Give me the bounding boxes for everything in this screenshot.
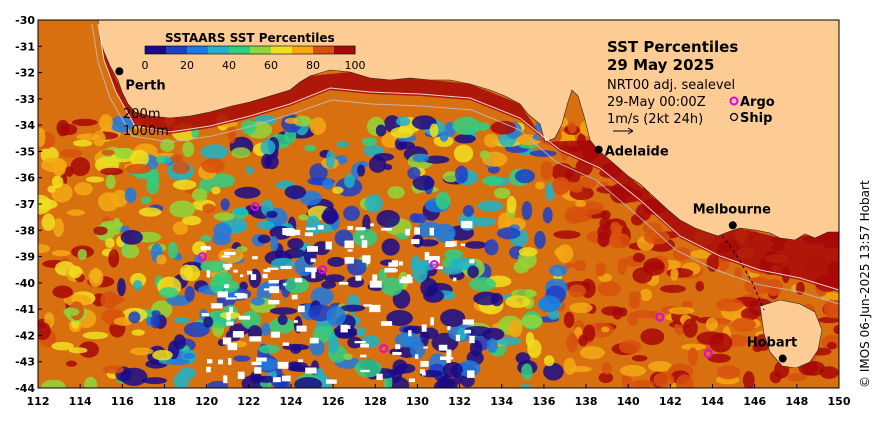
ship-track (721, 235, 765, 311)
longitude-tick-label: 132 (448, 395, 471, 408)
city-marker (115, 67, 124, 76)
argo-float-marker (379, 344, 389, 354)
product-name: NRT00 adj. sealevel (607, 78, 735, 93)
map-title: SST Percentiles (607, 38, 738, 56)
contour-1000m-label: 1000m (123, 124, 169, 139)
longitude-tick-label: 126 (322, 395, 345, 408)
longitude-tick-label: 140 (617, 395, 640, 408)
latitude-tick-label: -34 (15, 119, 35, 132)
latitude-tick-label: -33 (15, 93, 35, 106)
city-marker (594, 145, 603, 154)
latitude-tick-label: -38 (15, 224, 35, 237)
colorbar-title: SSTAARS SST Percentiles (165, 31, 335, 45)
longitude-tick-label: 118 (153, 395, 176, 408)
latitude-axis: -30 -31 -32 -33 -34 -35 -36 -37 -38 -39 -40 -41 -42 -… (15, 14, 42, 395)
longitude-tick-label: 148 (785, 395, 808, 408)
latitude-tick-label: -36 (15, 172, 35, 185)
longitude-tick-label: 146 (743, 395, 766, 408)
colorbar-swatch (334, 46, 356, 54)
colorbar-tick-label: 20 (180, 59, 194, 72)
city-label: Melbourne (693, 202, 771, 217)
ship-legend-icon (729, 112, 739, 122)
colorbar-tick-label: 60 (264, 59, 278, 72)
sst-field (38, 20, 839, 388)
map-date: 29 May 2025 (607, 56, 714, 74)
velocity-scale-label: 1m/s (2kt 24h) (607, 112, 703, 127)
ship-legend-label: Ship (740, 111, 772, 126)
argo-float-marker (318, 265, 328, 275)
latitude-tick-label: -40 (15, 277, 35, 290)
longitude-tick-label: 122 (237, 395, 260, 408)
colorbar-tick-label: 80 (306, 59, 320, 72)
colorbar-tick-label: 100 (345, 59, 366, 72)
longitude-tick-label: 114 (69, 395, 92, 408)
longitude-tick-label: 136 (532, 395, 555, 408)
latitude-tick-label: -39 (15, 251, 35, 264)
colorbar-tick-label: 40 (222, 59, 236, 72)
analysis-time: 29-May 00:00Z (607, 95, 706, 110)
latitude-tick-label: -44 (15, 382, 35, 395)
argo-float-marker (197, 252, 207, 262)
map-plot-area: Perth Adelaide Melbourne Hobart (38, 20, 839, 388)
longitude-tick-label: 134 (490, 395, 513, 408)
latitude-tick-label: -42 (15, 329, 35, 342)
latitude-tick-label: -32 (15, 67, 35, 80)
latitude-tick-label: -43 (15, 356, 35, 369)
longitude-tick-label: 128 (364, 395, 387, 408)
longitude-tick-label: 130 (406, 395, 429, 408)
latitude-tick-label: -37 (15, 198, 35, 211)
title-block: SST Percentiles 29 May 2025 NRT00 adj. s… (607, 38, 775, 135)
velocity-arrow-head (627, 127, 634, 135)
argo-float-marker (655, 312, 665, 322)
longitude-tick-label: 116 (111, 395, 134, 408)
longitude-tick-label: 120 (195, 395, 218, 408)
longitude-tick-label: 112 (27, 395, 50, 408)
colorbar-swatch (250, 46, 272, 54)
contour-200m-label: 200m (123, 107, 160, 122)
imos-credit: © IMOS 06-Jun-2025 13:57 Hobart (858, 180, 872, 388)
argo-float-marker (429, 259, 439, 269)
longitude-tick-label: 150 (828, 395, 851, 408)
australia-mainland (38, 20, 839, 241)
city-marker (778, 354, 787, 363)
colorbar-swatch (229, 46, 251, 54)
argo-float-marker (703, 349, 713, 359)
tasmania (759, 299, 823, 369)
colorbar-swatch (271, 46, 293, 54)
colorbar-swatch (292, 46, 314, 54)
latitude-tick-label: -41 (15, 303, 35, 316)
latitude-tick-label: -30 (15, 14, 35, 27)
colorbar-swatch (208, 46, 230, 54)
longitude-tick-label: 138 (575, 395, 598, 408)
city-marker (728, 221, 737, 230)
colorbar: SSTAARS SST Percentiles 0 20 40 60 80 100 (142, 31, 366, 72)
colorbar-swatch (313, 46, 335, 54)
longitude-tick-label: 124 (279, 395, 302, 408)
cities-layer: Perth Adelaide Melbourne Hobart (115, 67, 798, 363)
argo-float-marker (250, 202, 260, 212)
argo-legend-icon (729, 96, 739, 106)
longitude-tick-label: 142 (659, 395, 682, 408)
city-label: Adelaide (605, 145, 669, 160)
longitude-tick-label: 144 (701, 395, 724, 408)
colorbar-swatch (166, 46, 188, 54)
colorbar-swatch (187, 46, 209, 54)
argo-floats-layer (197, 202, 713, 359)
longitude-axis: 112 114 116 118 120 122 124 126 128 130 132 134 136 1… (27, 384, 851, 408)
colorbar-swatch (145, 46, 167, 54)
city-label: Hobart (747, 336, 798, 351)
latitude-tick-label: -35 (15, 145, 35, 158)
city-label: Perth (125, 78, 165, 93)
contour-1000m (91, 23, 839, 305)
contour-200m (97, 23, 839, 291)
argo-legend-label: Argo (740, 95, 775, 110)
latitude-tick-label: -31 (15, 40, 35, 53)
colorbar-tick-label: 0 (142, 59, 149, 72)
